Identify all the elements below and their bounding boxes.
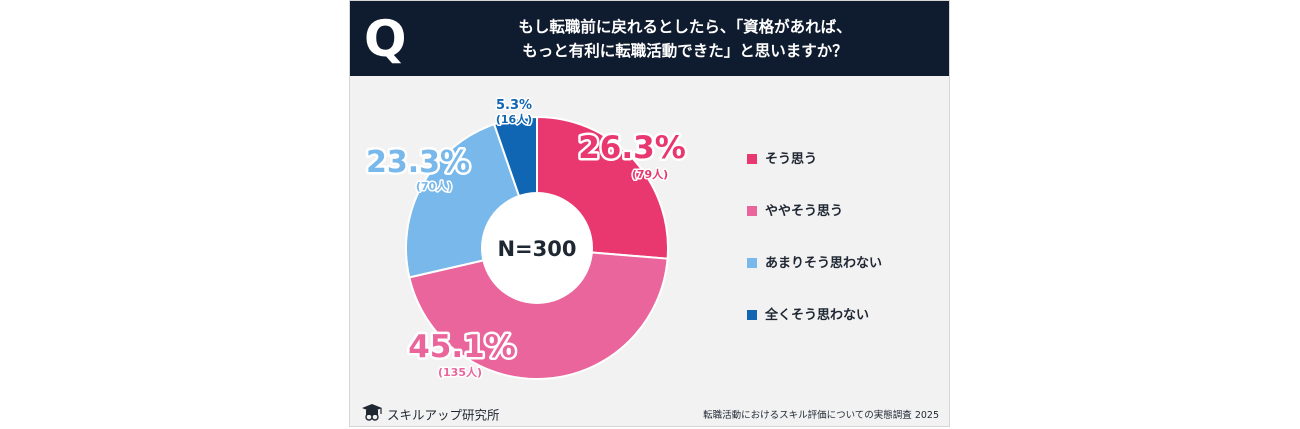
legend-swatch-2 [747, 206, 757, 216]
legend-item-2: ややそう思う [747, 204, 843, 220]
center-label: N=300 [497, 237, 576, 261]
pct-label-3: 23.3% [366, 145, 470, 180]
donut-hole [481, 192, 593, 304]
legend-swatch-1 [747, 154, 757, 164]
question-text: もし転職前に戻れるとしたら、「資格があれば、 もっと有利に転職活動できた」と思い… [465, 15, 905, 63]
legend-item-1: そう思う [747, 152, 817, 168]
count-label-4: (16人) [496, 112, 532, 126]
legend-label-2: ややそう思う [765, 204, 844, 219]
brand-name: スキルアップ研究所 [387, 407, 500, 423]
question-header: Q もし転職前に戻れるとしたら、「資格があれば、 もっと有利に転職活動できた」と… [350, 1, 949, 76]
legend-label-4: 全くそう思わない [765, 308, 870, 323]
pct-label-1: 26.3% [578, 130, 686, 166]
survey-source: 転職活動におけるスキル評価についての実態調査 2025 [703, 410, 939, 421]
data-labels: 26.3%(79人) 45.1%(135人) 23.3%(70人) 5.3%(16人) [363, 97, 688, 381]
count-label-3: (70人) [416, 179, 452, 193]
brand-logo: スキルアップ研究所 [361, 403, 500, 423]
pct-label-2: 45.1% [408, 329, 516, 365]
legend-swatch-4 [747, 310, 757, 320]
graduation-cap-icon [361, 403, 383, 429]
count-label-2: (135人) [438, 365, 482, 379]
donut-chart: N=300 26.3%(79人) 45.1%(135人) 23.3%(70人) 5.3… [363, 97, 688, 381]
pct-label-4: 5.3% [496, 98, 532, 113]
legend-label-3: あまりそう思わない [765, 256, 883, 271]
count-label-1: (79人) [632, 167, 668, 181]
question-line-1: もし転職前に戻れるとしたら、「資格があれば、 [518, 18, 852, 36]
legend-item-3: あまりそう思わない [747, 256, 882, 272]
question-line-2: もっと有利に転職活動できた」と思いますか？ [522, 42, 848, 60]
q-label: Q [364, 10, 407, 68]
donut-slice-2 [408, 246, 669, 380]
legend-item-4: 全くそう思わない [747, 308, 869, 324]
legend-swatch-3 [747, 258, 757, 268]
legend-label-1: そう思う [765, 152, 818, 167]
survey-card: Q もし転職前に戻れるとしたら、「資格があれば、 もっと有利に転職活動できた」と… [349, 0, 950, 427]
